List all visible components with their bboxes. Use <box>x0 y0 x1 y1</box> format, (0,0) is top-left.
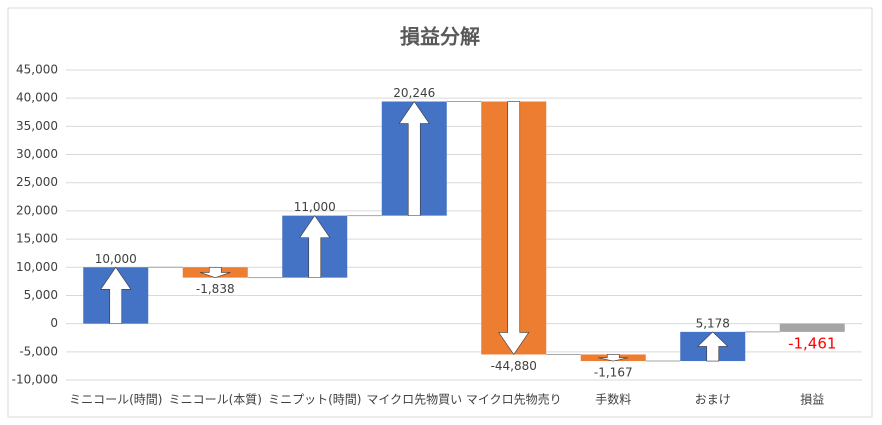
x-tick-label: 手数料 <box>595 392 631 407</box>
arrow <box>398 100 430 216</box>
data-label: -1,838 <box>196 282 235 296</box>
y-tick-label: 30,000 <box>16 147 58 161</box>
data-label: -1,167 <box>594 366 633 380</box>
x-tick-label: 損益 <box>800 392 824 407</box>
arrow <box>299 215 331 278</box>
y-tick-label: 40,000 <box>16 91 58 105</box>
y-tick-label: 5,000 <box>24 288 58 302</box>
data-label: -1,461 <box>788 334 836 352</box>
x-tick-label: おまけ <box>695 393 731 407</box>
arrow <box>100 266 132 324</box>
y-tick-label: 10,000 <box>16 260 58 274</box>
bar <box>779 323 845 332</box>
x-tick-label: ミニプット(時間) <box>268 393 361 407</box>
y-tick-label: -5,000 <box>19 344 58 358</box>
x-tick-label: ミニコール(本質) <box>169 392 262 407</box>
x-tick-label: マイクロ先物売り <box>466 392 562 407</box>
y-tick-label: 15,000 <box>16 232 58 246</box>
y-tick-label: 35,000 <box>16 119 58 133</box>
data-label: 11,000 <box>294 200 336 214</box>
y-tick-label: 0 <box>50 316 58 330</box>
x-tick-label: ミニコール(時間) <box>69 393 162 407</box>
chart-title: 損益分解 <box>400 25 480 49</box>
y-tick-label: 20,000 <box>16 203 58 217</box>
arrow <box>200 266 231 278</box>
y-tick-label: 25,000 <box>16 175 58 189</box>
x-tick-label: マイクロ先物買い <box>366 393 462 407</box>
data-label: -44,880 <box>491 359 537 373</box>
y-tick-label: 45,000 <box>16 63 58 77</box>
y-tick-label: -10,000 <box>12 373 58 387</box>
arrow <box>697 331 729 362</box>
data-label: 20,246 <box>393 86 435 100</box>
arrow <box>498 101 530 356</box>
data-label: 5,178 <box>696 316 730 330</box>
data-label: 10,000 <box>95 252 137 266</box>
arrow <box>598 354 629 362</box>
